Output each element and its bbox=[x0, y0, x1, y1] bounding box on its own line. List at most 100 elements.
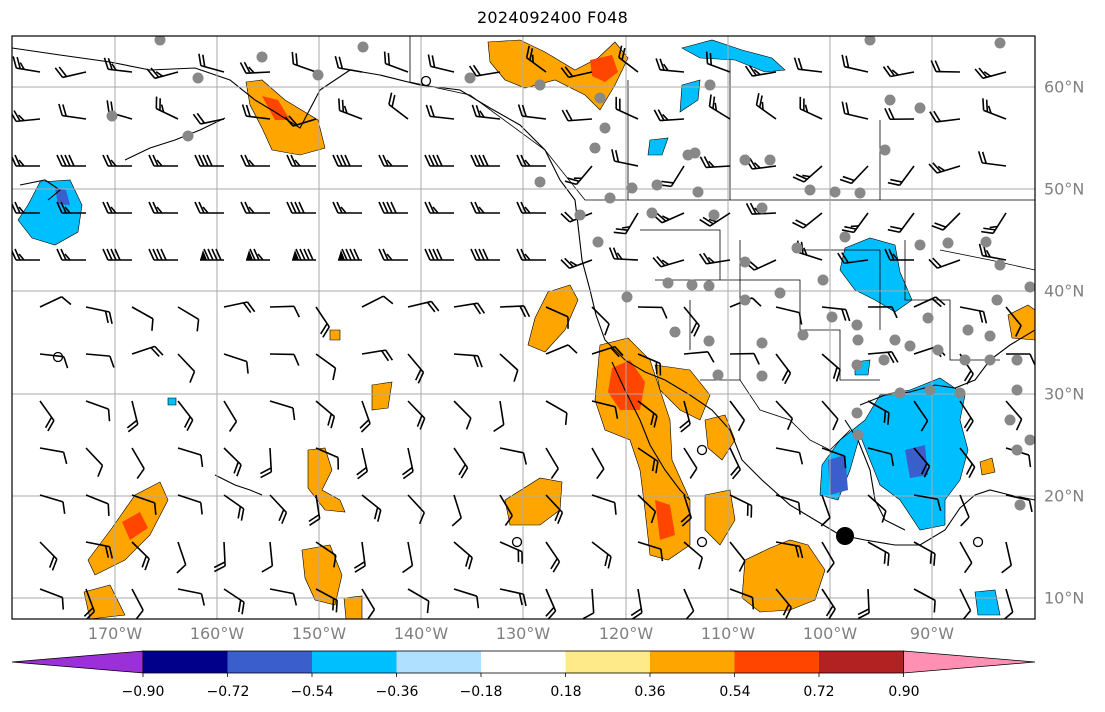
station-dot bbox=[914, 239, 926, 251]
wind-barb bbox=[332, 154, 362, 167]
station-dot bbox=[154, 36, 166, 46]
station-dot bbox=[756, 202, 768, 214]
wind-barb bbox=[269, 305, 301, 318]
wind-barb bbox=[652, 212, 685, 224]
wind-barb bbox=[913, 588, 936, 613]
station-dot bbox=[764, 154, 776, 166]
wind-barb bbox=[680, 494, 693, 527]
positive-anomaly-area bbox=[122, 512, 148, 540]
wind-barb bbox=[378, 201, 408, 214]
wind-barb bbox=[841, 212, 869, 234]
station-dot bbox=[854, 187, 866, 199]
station-dot bbox=[1004, 414, 1016, 426]
wind-barb bbox=[637, 400, 658, 428]
colorbar-tick-label: −0.18 bbox=[459, 684, 503, 700]
wind-barb bbox=[102, 201, 132, 214]
positive-anomaly-area bbox=[504, 477, 563, 526]
wind-barb bbox=[1001, 541, 1013, 574]
wind-barb bbox=[959, 306, 988, 324]
wind-barb bbox=[176, 541, 187, 574]
negative-anomaly-area bbox=[647, 137, 669, 156]
wind-barb bbox=[913, 400, 929, 432]
wind-barb bbox=[453, 447, 469, 479]
wind-barb bbox=[131, 306, 154, 331]
wind-barb bbox=[655, 58, 685, 73]
wind-barb bbox=[1005, 494, 1033, 513]
wind-barb bbox=[841, 101, 869, 120]
wind-barb bbox=[286, 154, 316, 167]
wind-barb bbox=[12, 201, 40, 214]
station-dot bbox=[357, 41, 369, 53]
wind-barb bbox=[499, 541, 523, 564]
wind-barb bbox=[315, 400, 336, 429]
wind-barb bbox=[378, 154, 408, 167]
wind-barb bbox=[269, 400, 296, 421]
colorbar-bin bbox=[650, 651, 735, 673]
station-dot bbox=[797, 329, 809, 341]
wind-barb bbox=[887, 212, 915, 234]
wind-barb bbox=[269, 494, 288, 524]
wind-barb bbox=[775, 400, 794, 431]
wind-barb bbox=[653, 109, 685, 122]
wind-barb bbox=[799, 96, 823, 120]
colorbar-outline bbox=[142, 650, 904, 674]
wind-barb bbox=[424, 154, 454, 167]
wind-barb bbox=[56, 248, 86, 261]
positive-anomaly-area bbox=[371, 381, 393, 411]
wind-barb bbox=[315, 447, 340, 470]
colorbar-bin bbox=[312, 651, 397, 673]
station-dot bbox=[739, 294, 751, 306]
wind-barb bbox=[240, 201, 270, 214]
wind-barb bbox=[637, 494, 657, 524]
wind-barb bbox=[213, 541, 226, 573]
wind-barb bbox=[793, 57, 823, 73]
wind-barb bbox=[699, 212, 731, 227]
positive-anomaly-area bbox=[704, 414, 736, 461]
station-dot bbox=[851, 319, 863, 331]
wind-barb bbox=[516, 154, 546, 167]
wind-barb bbox=[407, 588, 430, 614]
wind-barb bbox=[407, 300, 440, 313]
wind-barb bbox=[545, 400, 568, 426]
wind-barb bbox=[516, 248, 546, 261]
wind-barb bbox=[591, 447, 605, 480]
wind-barb bbox=[683, 541, 704, 570]
colorbar-bin bbox=[143, 651, 228, 673]
wind-barb bbox=[792, 165, 823, 183]
station-dot bbox=[594, 92, 606, 104]
positive-anomaly-area bbox=[655, 500, 675, 540]
wind-barb bbox=[315, 306, 330, 338]
station-dot bbox=[829, 186, 841, 198]
positive-anomaly-area bbox=[1007, 304, 1035, 341]
wind-barb bbox=[637, 306, 668, 319]
wind-barb bbox=[453, 588, 480, 609]
wind-barb bbox=[652, 255, 685, 268]
colorbar-tick-label: 0.72 bbox=[803, 684, 835, 700]
station-dot bbox=[774, 287, 786, 299]
station-dot bbox=[662, 277, 674, 289]
lon-label: 130°W bbox=[495, 624, 551, 643]
wind-barb bbox=[775, 494, 801, 515]
wind-barb bbox=[85, 541, 114, 559]
wind-barb bbox=[545, 447, 559, 480]
wind-barb bbox=[775, 588, 793, 619]
wind-barb bbox=[591, 345, 624, 358]
station-dot bbox=[1024, 281, 1035, 293]
wind-barb bbox=[981, 212, 1007, 235]
wind-barb bbox=[39, 588, 65, 610]
wind-barb bbox=[729, 541, 746, 572]
wind-barb bbox=[1005, 306, 1022, 337]
wind-barb bbox=[427, 54, 455, 73]
wind-barb bbox=[241, 104, 271, 120]
wind-barb bbox=[884, 248, 915, 261]
colorbar-extend-high bbox=[903, 650, 1036, 674]
station-dot bbox=[574, 209, 586, 221]
station-dot bbox=[884, 94, 896, 106]
station-dot bbox=[889, 334, 901, 346]
wind-barb bbox=[284, 115, 317, 127]
station-dot bbox=[739, 256, 751, 268]
positive-anomaly-area bbox=[654, 364, 711, 421]
wind-barb bbox=[451, 494, 462, 527]
wind-barb bbox=[361, 295, 394, 308]
wind-barb bbox=[982, 98, 1007, 120]
